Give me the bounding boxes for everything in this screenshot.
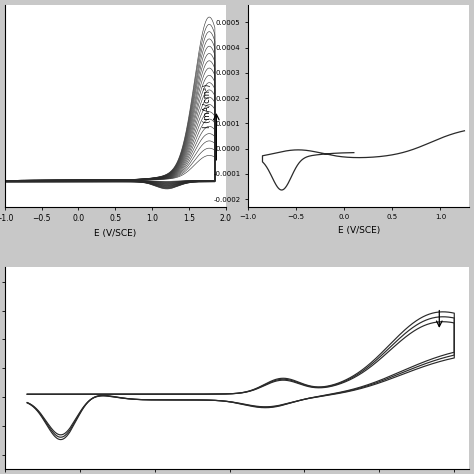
X-axis label: E (V/SCE): E (V/SCE) xyxy=(94,229,137,238)
X-axis label: E (V/SCE): E (V/SCE) xyxy=(337,226,380,235)
Y-axis label: I (mA/cm²): I (mA/cm²) xyxy=(203,83,212,128)
